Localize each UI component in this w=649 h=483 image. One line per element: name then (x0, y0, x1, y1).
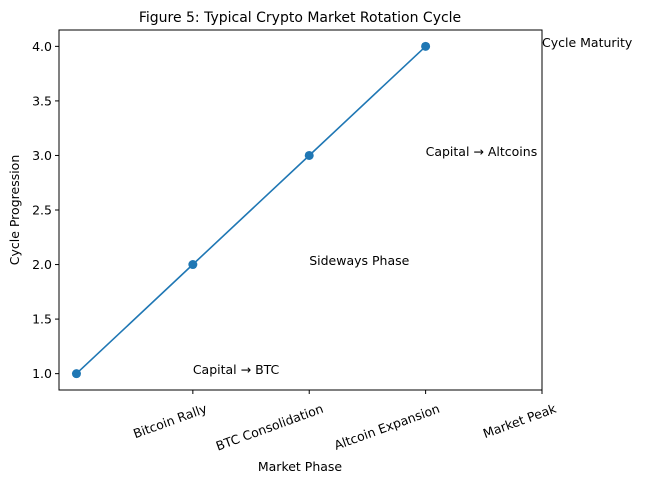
y-tick-label: 4.0 (32, 39, 52, 54)
x-tick-label: BTC Consolidation (214, 401, 325, 454)
y-tick-label: 2.5 (32, 203, 52, 218)
series-cycle-progression (71, 41, 431, 379)
axes (58, 29, 543, 391)
data-point (421, 41, 431, 51)
annotation-label: Sideways Phase (309, 253, 409, 268)
y-tick-label: 1.0 (32, 366, 52, 381)
annotations: Capital → BTC Sideways Phase Capital → Alt… (193, 35, 633, 377)
x-axis-label: Market Phase (258, 459, 343, 474)
data-point (71, 369, 81, 379)
y-tick-label: 3.5 (32, 93, 52, 108)
annotation-label: Capital → BTC (193, 362, 280, 377)
data-point (188, 260, 198, 270)
y-tick-label: 1.5 (32, 312, 52, 327)
plot-frame (58, 29, 543, 391)
y-tick-label: 3.0 (32, 148, 52, 163)
y-tick-label: 2.0 (32, 257, 52, 272)
x-tick-label: Bitcoin Rally (131, 401, 209, 442)
x-tick-label: Altcoin Expansion (332, 401, 442, 453)
y-axis-ticks: 1.0 1.5 2.0 2.5 3.0 3.5 4.0 (32, 39, 59, 381)
chart-title: Figure 5: Typical Crypto Market Rotation… (139, 10, 461, 26)
data-point (304, 150, 314, 160)
y-axis-label: Cycle Progression (7, 155, 22, 266)
annotation-label: Cycle Maturity (542, 35, 633, 50)
x-axis-ticks: Bitcoin Rally BTC Consolidation Altcoin Ex… (131, 390, 559, 454)
series-line (75, 45, 427, 375)
annotation-label: Capital → Altcoins (426, 144, 538, 159)
x-tick-label: Market Peak (481, 400, 559, 441)
